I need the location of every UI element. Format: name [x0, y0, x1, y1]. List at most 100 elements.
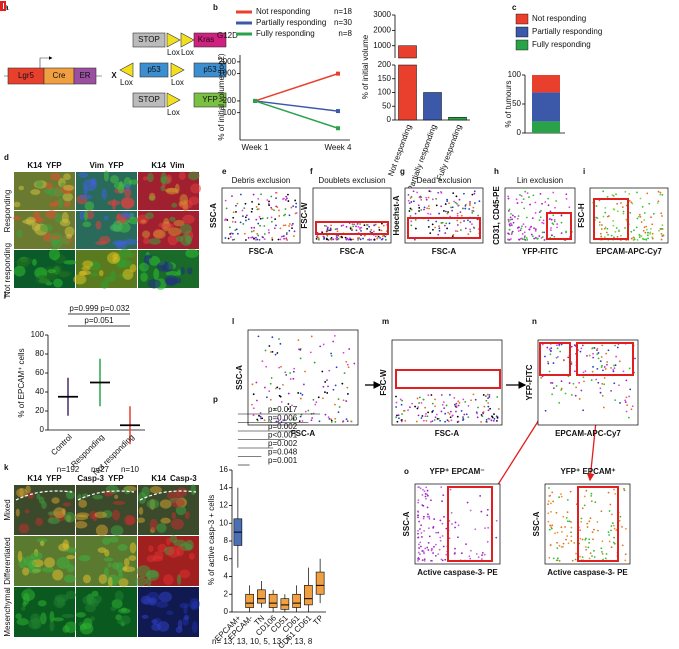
event-dot [596, 347, 599, 350]
event-dot [637, 215, 640, 218]
event-dot [460, 409, 463, 412]
plot-frame [504, 187, 576, 244]
event-dot [581, 538, 584, 541]
cell [176, 487, 188, 498]
x-axis-label: YFP-FITC [522, 247, 558, 256]
event-dot [265, 365, 268, 368]
cell [82, 493, 89, 498]
event-dot [623, 489, 626, 492]
event-dot [346, 386, 349, 389]
event-dot [426, 515, 429, 518]
event-dot [283, 214, 285, 217]
event-dot [444, 558, 447, 561]
event-dot [633, 229, 635, 232]
dashed-outline [139, 490, 197, 501]
cell [15, 613, 22, 620]
event-dot [507, 232, 510, 235]
event-dot [467, 219, 469, 222]
event-dot [269, 382, 272, 385]
event-dot [578, 398, 581, 400]
cell [49, 172, 61, 181]
event-dot [658, 229, 660, 232]
event-dot [570, 394, 573, 396]
event-dot [263, 419, 266, 422]
event-dot [310, 419, 313, 422]
event-dot [568, 206, 571, 209]
event-dot [271, 239, 274, 241]
event-dot [432, 228, 434, 231]
event-dot [259, 224, 261, 227]
event-dot [367, 238, 369, 241]
event-dot [235, 210, 237, 213]
event-dot [553, 236, 556, 238]
event-dot [323, 224, 326, 227]
event-dot [661, 224, 664, 227]
event-dot [323, 237, 326, 240]
event-dot [417, 499, 420, 502]
event-dot [463, 220, 465, 222]
event-dot [446, 200, 449, 203]
event-dot [257, 222, 260, 225]
event-dot [570, 363, 573, 365]
event-dot [275, 197, 277, 200]
y-tick-label: 80 [35, 349, 44, 358]
cell [41, 566, 55, 573]
event-dot [295, 202, 298, 205]
event-dot [659, 193, 662, 196]
channel-label: Vim [170, 161, 185, 170]
event-dot [295, 212, 298, 214]
row-label: Mixed [3, 499, 12, 520]
cell [51, 497, 60, 504]
event-dot [330, 418, 332, 421]
event-dot [584, 546, 587, 548]
event-dot [427, 513, 429, 516]
y-tick-label: 2000 [373, 25, 391, 34]
event-dot [346, 363, 349, 366]
event-dot [525, 237, 528, 239]
y-axis-label: YFP-FITC [525, 364, 534, 400]
event-dot [570, 535, 573, 538]
event-dot [538, 211, 541, 214]
event-dot [226, 219, 229, 221]
event-dot [276, 206, 279, 209]
cell [173, 219, 185, 227]
cell [13, 265, 26, 277]
event-dot [568, 382, 571, 384]
event-dot [253, 237, 255, 240]
event-dot [423, 490, 426, 493]
cell [39, 540, 45, 547]
event-dot [427, 549, 430, 551]
event-dot [625, 218, 628, 221]
event-dot [450, 512, 453, 514]
event-dot [271, 208, 274, 211]
event-dot [533, 227, 535, 230]
y-tick-label: 0 [40, 425, 45, 434]
event-dot [335, 237, 338, 240]
event-dot [560, 495, 563, 498]
event-dot [529, 226, 532, 229]
cell [148, 238, 161, 245]
event-dot [435, 204, 438, 207]
line [254, 100, 339, 129]
event-dot [345, 418, 348, 421]
event-dot [368, 225, 371, 228]
event-dot [468, 208, 471, 210]
event-dot [482, 394, 485, 396]
event-dot [348, 237, 351, 240]
event-dot [322, 397, 324, 400]
event-dot [622, 210, 625, 213]
event-dot [580, 347, 583, 350]
event-dot [453, 397, 456, 399]
event-dot [548, 528, 551, 531]
event-dot [581, 507, 584, 510]
event-dot [414, 219, 417, 221]
event-dot [560, 343, 563, 346]
label: Lox [181, 48, 194, 57]
event-dot [469, 557, 472, 560]
event-dot [630, 201, 633, 204]
cell [13, 216, 22, 221]
channel-label: K14 [151, 474, 166, 483]
cell [123, 557, 130, 567]
event-dot [567, 356, 570, 359]
x-axis-label: FSC-A [291, 429, 316, 438]
